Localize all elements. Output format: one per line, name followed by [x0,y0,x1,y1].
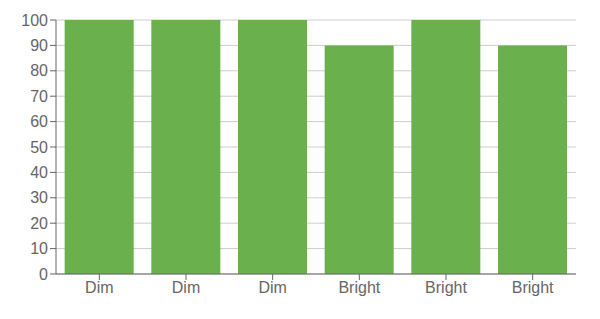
svg-text:Dim: Dim [172,279,200,296]
svg-text:70: 70 [30,88,48,105]
svg-text:100: 100 [21,12,48,29]
svg-text:20: 20 [30,215,48,232]
svg-text:40: 40 [30,164,48,181]
svg-text:30: 30 [30,189,48,206]
svg-text:90: 90 [30,37,48,54]
svg-text:Bright: Bright [338,279,380,296]
svg-text:Bright: Bright [512,279,554,296]
svg-text:10: 10 [30,240,48,257]
svg-text:0: 0 [39,266,48,283]
svg-text:Dim: Dim [85,279,113,296]
svg-text:60: 60 [30,113,48,130]
svg-text:50: 50 [30,139,48,156]
svg-text:80: 80 [30,62,48,79]
svg-text:Dim: Dim [258,279,286,296]
svg-text:Bright: Bright [425,279,467,296]
